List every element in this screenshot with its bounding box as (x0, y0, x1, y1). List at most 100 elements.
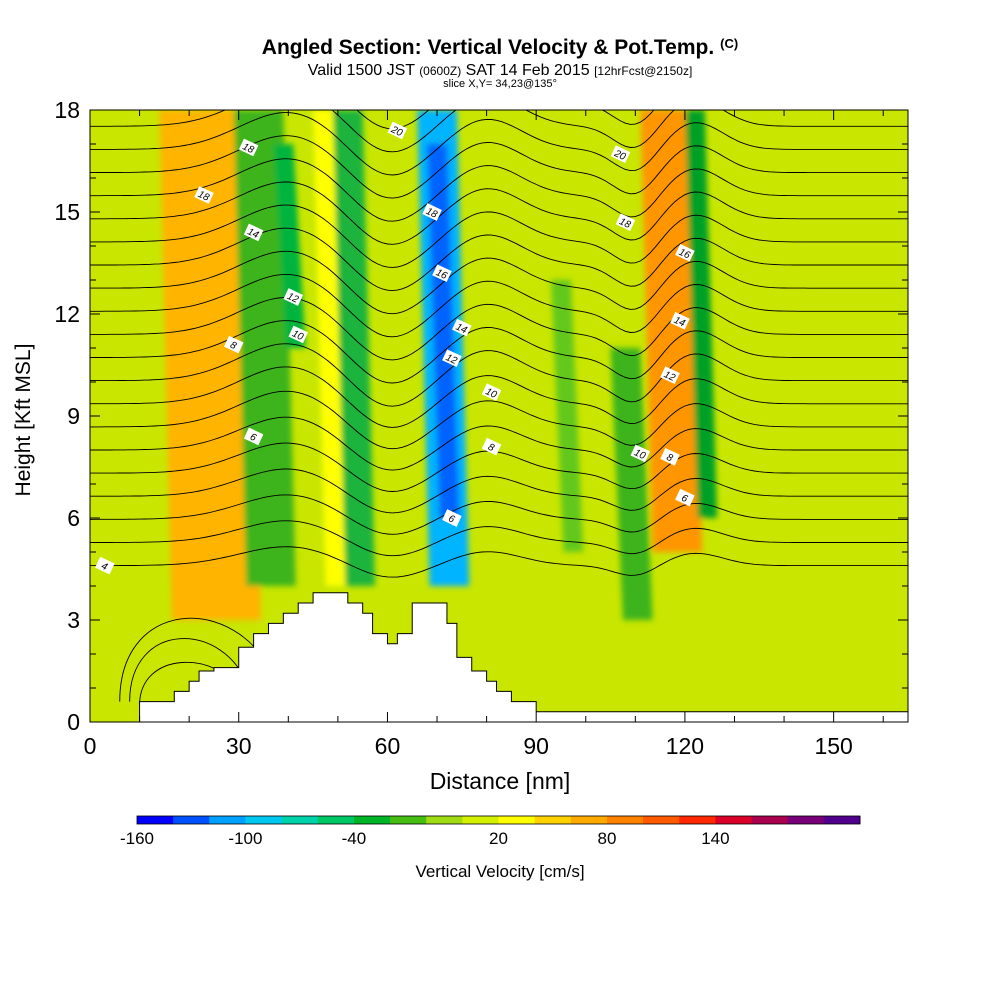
isentrope-label-text: 12 (285, 291, 300, 306)
isentrope-label-text: 14 (246, 226, 261, 241)
isentrope-line (90, 181, 908, 245)
isentrope-label: 16 (432, 264, 452, 282)
colorbar-swatch (751, 816, 789, 824)
isentrope-label: 6 (243, 427, 264, 446)
isentrope-line (90, 297, 908, 361)
isentrope-label: 8 (481, 437, 502, 456)
isentrope-label-bg (95, 556, 115, 575)
isentrope-label-bg (223, 335, 244, 354)
isentrope-label-bg (481, 383, 502, 402)
isentrope-label-text: 12 (444, 352, 459, 367)
plot-area: 4 6 8 10 12 14 18 18 20 18 16 14 12 10 8 6 20 18 16 14 12 10 8… (90, 110, 908, 722)
isentrope-label-bg (442, 349, 462, 368)
isentrope-line (90, 520, 908, 557)
isentrope-label-text: 14 (454, 322, 469, 337)
isentropes (90, 110, 908, 706)
isentrope-label: 14 (243, 223, 264, 242)
isentrope-label-text: 16 (434, 267, 449, 282)
colorbar-swatch (498, 816, 536, 824)
colorbar-tick-label: 80 (597, 829, 616, 848)
x-tick-label: 0 (84, 733, 97, 759)
isentrope-label-bg (675, 243, 695, 262)
isentrope-label-text: 20 (388, 124, 404, 139)
isentrope-label-bg (422, 203, 442, 221)
isentrope-label-bg (243, 427, 264, 446)
colorbar-swatch (426, 816, 463, 824)
valid-time: Valid 1500 JST (307, 62, 415, 79)
x-tick-label: 150 (814, 733, 852, 759)
isentrope-labels: 4 6 8 10 12 14 18 18 20 18 16 14 12 10 8 6 20 18 16 14 12 10 8… (95, 121, 695, 575)
colorbar-swatch (390, 816, 427, 824)
terrain (90, 592, 908, 722)
isentrope-label-bg (283, 288, 304, 306)
isentrope-label: 18 (615, 213, 636, 232)
isentrope-label-bg (660, 447, 680, 466)
isentrope-line (90, 390, 908, 450)
isentrope-label-bg (238, 138, 259, 157)
isentrope-line (90, 135, 908, 199)
isentrope-line (90, 343, 908, 407)
colorbar-swatch (823, 816, 861, 824)
velocity-band-yellow (313, 110, 346, 586)
isentrope-label: 4 (95, 556, 115, 575)
isentrope-label-text: 14 (672, 315, 687, 330)
isentrope-label-text: 6 (248, 432, 258, 445)
isentrope-label-bg (630, 444, 651, 463)
colorbar-label: Vertical Velocity [cm/s] (415, 862, 585, 881)
isentrope-label-bg (675, 488, 695, 507)
colorbar-swatch (715, 816, 753, 824)
isentrope-label-bg (194, 186, 214, 204)
colorbar-swatch (245, 816, 283, 824)
isentrope-label-bg (481, 437, 502, 456)
velocity-band-green (551, 280, 584, 552)
slice-info: slice X,Y= 34,23@135° (443, 78, 557, 90)
isentrope-label: 6 (442, 509, 462, 527)
x-axis-label: Distance [nm] (429, 768, 571, 794)
forecast-info: [12hrFcst@2150z] (594, 64, 693, 78)
colorbar-tick-label: -40 (342, 829, 367, 848)
isentrope-label-bg (615, 213, 636, 232)
isentrope-label-bg (610, 145, 631, 164)
y-tick-label: 0 (67, 709, 80, 735)
isentrope-label-text: 6 (679, 493, 689, 506)
velocity-band-dark-green (684, 110, 718, 518)
chart-subtitle: Valid 1500 JST (0600Z) SAT 14 Feb 2015 [… (0, 62, 1000, 80)
valid-utc: (0600Z) (419, 64, 462, 78)
velocity-band-blue (427, 144, 460, 518)
isentrope-line (90, 158, 908, 222)
isentrope-label-text: 10 (484, 386, 499, 401)
isentrope-label-bg (442, 509, 462, 527)
isentrope-label: 18 (194, 186, 214, 204)
isentrope-line (90, 320, 908, 384)
isentrope-line (90, 494, 908, 535)
y-axis-label: Height [Kft MSL] (12, 343, 35, 497)
y-tick-label: 15 (54, 199, 80, 225)
isentrope-label: 14 (670, 311, 690, 330)
colorbar-swatch (534, 816, 572, 824)
isentrope-label: 10 (481, 383, 502, 402)
colorbar: -160 -100 -40 20 80 140 (120, 815, 861, 848)
isentrope-line (90, 416, 908, 471)
velocity-band-orange (640, 110, 703, 552)
title-tag: (C) (720, 36, 739, 51)
valid-date: SAT 14 Feb 2015 (465, 62, 590, 79)
colorbar-swatch (679, 816, 716, 824)
isentrope-label: 18 (238, 138, 259, 157)
colorbar-tick-label: -100 (228, 829, 262, 848)
isentrope-label: 12 (660, 366, 680, 384)
y-axis: 0 3 6 9 12 15 18 (54, 97, 908, 735)
isentrope-label-text: 18 (424, 206, 439, 221)
colorbar-tick-label: 140 (701, 829, 729, 848)
colorbar-swatch (137, 816, 174, 824)
isentrope-label-text: 10 (290, 328, 305, 343)
colorbar-frame (136, 815, 861, 825)
colorbar-swatch (787, 816, 825, 824)
colorbar-swatch (462, 816, 499, 824)
isentrope-label-text: 8 (228, 340, 238, 353)
colorbar-swatch (281, 816, 319, 824)
y-tick-label: 12 (54, 301, 80, 327)
isentrope-label-bg (243, 223, 264, 242)
isentrope-label: 10 (288, 325, 309, 343)
y-tick-label: 6 (67, 505, 80, 531)
